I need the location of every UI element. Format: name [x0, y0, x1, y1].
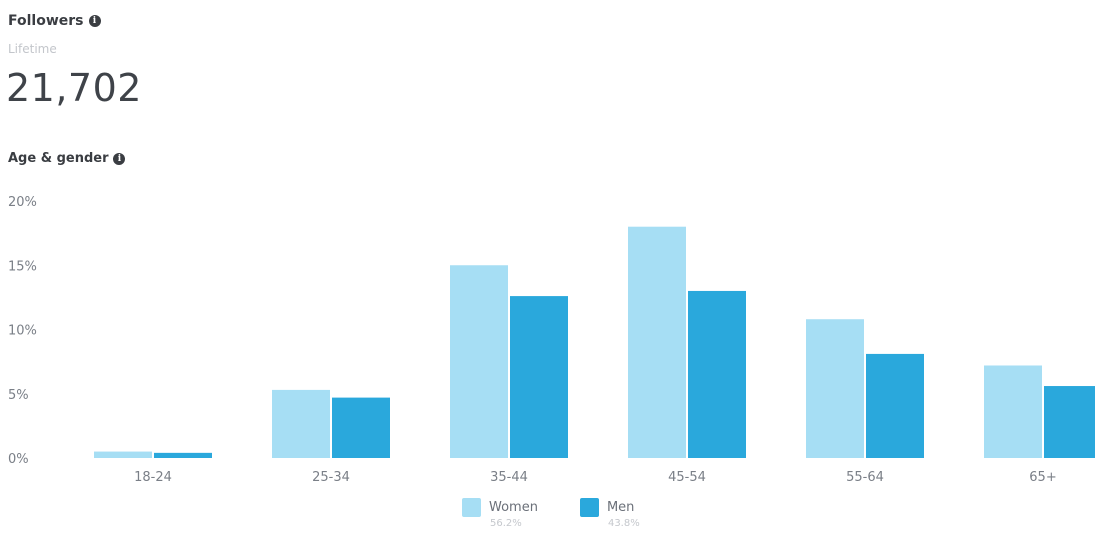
- followers-header: Followers i: [8, 13, 101, 29]
- bar-men-45-54[interactable]: [688, 290, 746, 458]
- y-tick-label: 15%: [8, 259, 37, 274]
- age-gender-header: Age & gender i: [8, 151, 126, 166]
- legend-label-women: Women: [489, 500, 538, 515]
- bar-women-65+[interactable]: [984, 365, 1042, 458]
- x-tick-label: 18-24: [134, 470, 172, 485]
- y-tick-label: 10%: [8, 324, 37, 339]
- women-swatch: [462, 498, 481, 517]
- y-tick-label: 5%: [8, 388, 29, 403]
- x-tick-label: 35-44: [490, 470, 528, 485]
- bar-women-55-64[interactable]: [806, 319, 864, 458]
- men-swatch: [579, 498, 599, 517]
- bar-women-25-34[interactable]: [272, 389, 330, 458]
- legend-pct-women: 56.2%: [490, 518, 522, 529]
- y-tick-label: 0%: [8, 452, 29, 467]
- info-icon[interactable]: i: [113, 152, 126, 165]
- x-tick-label: 45-54: [668, 470, 706, 485]
- followers-title: Followers: [8, 13, 84, 29]
- bar-men-18-24[interactable]: [154, 452, 212, 458]
- legend-pct-men: 43.8%: [607, 518, 640, 529]
- x-tick-label: 55-64: [846, 470, 884, 485]
- x-tick-label: 65+: [1029, 470, 1056, 485]
- y-tick-label: 20%: [8, 195, 37, 210]
- info-icon[interactable]: i: [88, 15, 101, 27]
- bar-women-45-54[interactable]: [628, 226, 686, 458]
- bar-men-55-64[interactable]: [866, 353, 924, 458]
- bar-men-25-34[interactable]: [332, 397, 390, 458]
- chart-legend: Women 56.2% Men 43.8%: [462, 498, 640, 529]
- x-tick-label: 25-34: [312, 470, 350, 485]
- legend-item-women[interactable]: Women 56.2%: [462, 498, 538, 529]
- bar-women-18-24[interactable]: [94, 451, 152, 458]
- bar-men-65+[interactable]: [1044, 386, 1095, 458]
- age-gender-chart: 0% 5% 10% 15% 20% 18-24 25-34 35-44 45-54 55-64 65…: [8, 195, 1095, 485]
- followers-total: 21,702: [6, 66, 142, 110]
- bar-women-35-44[interactable]: [450, 265, 508, 458]
- timeframe-label: Lifetime: [8, 42, 57, 56]
- legend-item-men[interactable]: Men 43.8%: [579, 498, 640, 529]
- legend-label-men: Men: [606, 500, 635, 515]
- bar-men-35-44[interactable]: [510, 296, 568, 458]
- age-gender-title: Age & gender: [8, 151, 109, 166]
